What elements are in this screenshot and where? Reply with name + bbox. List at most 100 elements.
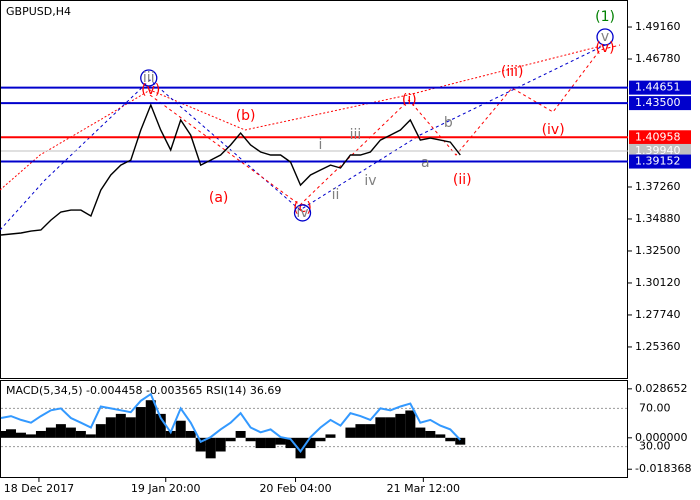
level-label: 1.39152 xyxy=(635,155,681,168)
macd-bar xyxy=(365,424,376,438)
y-tick-label: 1.27740 xyxy=(635,308,681,321)
level-box xyxy=(629,96,691,111)
indicator-title: MACD(5,34,5) -0.004458 -0.003565 RSI(14)… xyxy=(6,384,281,397)
macd-bar xyxy=(265,437,276,449)
wave-label: (i) xyxy=(402,92,417,108)
macd-bar xyxy=(15,432,26,438)
x-tick-label: 18 Dec 2017 xyxy=(4,482,74,495)
blue-dashed-wave xyxy=(0,44,606,231)
wave-label: v xyxy=(601,29,609,45)
y-tick-label: 1.46780 xyxy=(635,52,681,65)
level-label: 1.43500 xyxy=(635,96,681,109)
macd-bar xyxy=(215,437,226,452)
level-box xyxy=(629,130,691,145)
wave-label: (iv) xyxy=(542,122,565,138)
y2-tick-label: 70.00 xyxy=(639,401,671,414)
macd-bar xyxy=(305,437,316,449)
macd-bar xyxy=(75,430,86,438)
y-tick-label: 1.25360 xyxy=(635,340,681,353)
level-label: 1.44651 xyxy=(635,81,681,94)
macd-bar xyxy=(65,427,76,438)
wave-label: (b) xyxy=(236,108,256,124)
macd-bar xyxy=(85,434,96,438)
macd-bar xyxy=(285,437,296,449)
macd-bar xyxy=(255,437,266,449)
x-tick-label: 19 Jan 20:00 xyxy=(131,482,201,495)
macd-bar xyxy=(345,427,356,438)
macd-bar xyxy=(145,400,156,438)
macd-bar xyxy=(405,410,416,438)
macd-bar xyxy=(375,417,386,438)
macd-bar xyxy=(55,424,66,438)
macd-bar xyxy=(395,413,406,438)
macd-bar xyxy=(385,417,396,438)
main-panel xyxy=(0,0,628,379)
wave-label: iii xyxy=(143,70,155,86)
macd-bar xyxy=(0,430,6,438)
level-label: 1.40958 xyxy=(635,130,681,143)
level-box xyxy=(629,80,691,95)
macd-bar xyxy=(115,413,126,438)
macd-bar xyxy=(175,420,186,438)
macd-bar xyxy=(195,437,206,452)
wave-label: iii xyxy=(350,127,362,143)
wave-lines xyxy=(0,44,621,231)
y-tick-label: 1.49160 xyxy=(635,20,681,33)
macd-bar xyxy=(425,430,436,438)
y-tick-label: 1.30120 xyxy=(635,276,681,289)
y-tick-label: 1.34880 xyxy=(635,212,681,225)
macd-bar xyxy=(125,417,136,438)
macd-bar xyxy=(235,430,246,438)
macd-bar xyxy=(275,437,286,445)
macd-bar xyxy=(185,430,196,438)
wave-label: (1) xyxy=(595,9,615,25)
y2-tick-label: 30.00 xyxy=(639,440,671,453)
macd-bar xyxy=(455,437,466,445)
price-line xyxy=(0,103,461,236)
macd-bar xyxy=(25,434,36,438)
wave-label: a xyxy=(421,155,430,171)
x-tick-label: 20 Feb 04:00 xyxy=(259,482,331,495)
y-tick-label: 1.37260 xyxy=(635,180,681,193)
macd-bar xyxy=(35,430,46,438)
y-tick-label: 0.000000 xyxy=(635,431,688,444)
macd-bar xyxy=(245,437,256,442)
wave-label: i xyxy=(319,137,323,153)
level-box xyxy=(629,143,691,158)
wave-label: (a) xyxy=(209,190,229,206)
wave-circle xyxy=(293,204,312,222)
wave-label: (v) xyxy=(141,82,160,98)
macd-bar xyxy=(315,437,326,442)
red-dotted-channel xyxy=(0,44,606,191)
macd-bar xyxy=(435,434,446,438)
macd-bar xyxy=(445,437,456,442)
wave-label: iv xyxy=(296,205,308,221)
macd-bar xyxy=(5,429,16,438)
macd-bar xyxy=(165,430,176,438)
wave-circle xyxy=(140,69,158,87)
level-box xyxy=(629,154,691,169)
x-tick-label: 21 Mar 12:00 xyxy=(387,482,460,495)
macd-bar xyxy=(295,437,306,459)
macd-bar xyxy=(225,437,236,442)
y-tick-label: 1.32500 xyxy=(635,244,681,257)
wave-label: (ii) xyxy=(453,172,472,188)
red-dashed-wave xyxy=(149,44,621,206)
wave-label: b xyxy=(444,115,453,131)
wave-label: (c) xyxy=(293,200,312,216)
wave-label: ii xyxy=(332,187,340,203)
macd-bar xyxy=(355,424,366,438)
wave-label: (iii) xyxy=(501,64,524,80)
wave-circle xyxy=(596,28,614,46)
rsi-line xyxy=(0,392,462,454)
macd-bar xyxy=(415,427,426,438)
macd-bar xyxy=(95,424,106,438)
wave-label: iv xyxy=(364,173,376,189)
macd-bar xyxy=(45,427,56,438)
macd-bar xyxy=(105,417,116,438)
y-tick-label: -0.018368 xyxy=(635,462,691,475)
y-tick-label: 0.028652 xyxy=(635,382,688,395)
chart-title: GBPUSD,H4 xyxy=(6,5,71,18)
level-label: 1.39940 xyxy=(635,144,681,157)
